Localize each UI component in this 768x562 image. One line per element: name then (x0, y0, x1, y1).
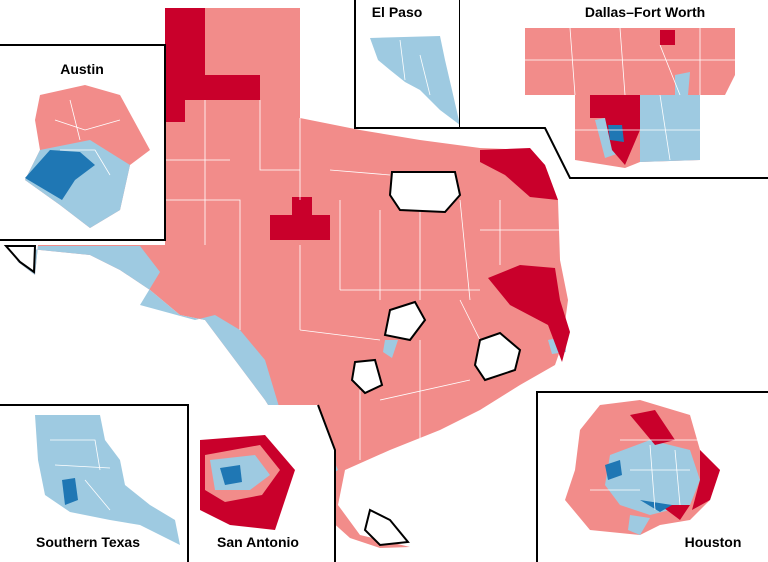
inset-label: El Paso (372, 4, 423, 20)
central-blue-district (383, 340, 398, 358)
southwest-district (10, 246, 328, 480)
texas-outline (10, 8, 568, 548)
east-district (488, 265, 570, 362)
southern-texas-inset: Southern Texas (0, 404, 189, 562)
el-paso-cutout (3, 245, 37, 274)
dfw-dark-blue (608, 125, 624, 142)
inset-frame (0, 44, 166, 241)
san-antonio-cutout (350, 358, 384, 395)
southern-texas-dark-blue (62, 478, 78, 505)
panhandle-district (165, 8, 260, 122)
west-central-district (270, 197, 330, 240)
district-borders (50, 439, 111, 511)
austin-inset: Austin (0, 44, 166, 241)
dfw-cutout (388, 171, 462, 214)
northeast-district (480, 148, 558, 200)
district-borders (590, 439, 700, 511)
inset-label: Austin (60, 61, 104, 77)
houston-dark-red (630, 410, 720, 520)
inset-label: Dallas–Fort Worth (585, 4, 705, 20)
inset-frame (536, 391, 768, 562)
district-borders (525, 27, 735, 161)
san-antonio-dark-blue (220, 465, 242, 485)
texas-main-map (3, 8, 570, 548)
district-borders (399, 39, 431, 96)
inset-label: San Antonio (217, 534, 299, 550)
inset-label: Houston (685, 534, 742, 550)
houston-inset: Houston (536, 391, 768, 562)
dallas-fort-worth-inset: Dallas–Fort Worth (460, 0, 768, 179)
el-paso-district (370, 36, 460, 125)
district-borders (165, 100, 560, 460)
austin-dark-blue (25, 150, 95, 200)
austin-cutout (383, 300, 427, 342)
southern-cutout (363, 508, 410, 547)
inset-label: Southern Texas (36, 534, 140, 550)
san-antonio-inset: San Antonio (187, 404, 336, 562)
inset-frame (460, 127, 768, 179)
houston-cutout (473, 331, 522, 382)
district-borders (54, 99, 121, 176)
inset-frame (187, 404, 336, 562)
district-borders (165, 100, 560, 460)
houston-dark-blue (605, 460, 672, 512)
el-paso-inset: El Paso (354, 0, 461, 129)
southern-texas-district (35, 415, 180, 545)
